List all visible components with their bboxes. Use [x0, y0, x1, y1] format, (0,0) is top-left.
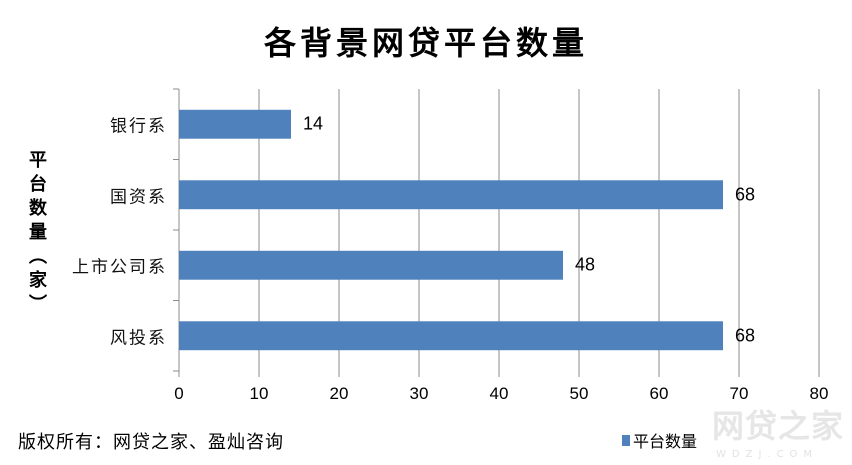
data-label: 48 — [575, 254, 596, 275]
legend: 平台数量 — [622, 428, 697, 452]
bar — [179, 109, 291, 139]
x-tick-label: 0 — [174, 384, 184, 403]
x-tick-label: 70 — [729, 384, 749, 403]
category-label: 银行系 — [110, 116, 167, 137]
y-axis-label: 平台数量（家） — [26, 150, 47, 318]
x-tick-label: 40 — [489, 384, 509, 403]
x-tick-label: 10 — [249, 384, 269, 403]
category-label: 风投系 — [110, 328, 167, 349]
data-label: 14 — [303, 113, 324, 134]
category-label: 国资系 — [110, 187, 167, 208]
watermark-logo: 网贷之家 — [712, 407, 845, 445]
bar — [179, 180, 723, 210]
x-tick-label: 30 — [409, 384, 429, 403]
bar — [179, 250, 563, 280]
legend-label: 平台数量 — [633, 432, 698, 451]
x-tick-label: 80 — [809, 384, 829, 403]
x-tick-label: 60 — [649, 384, 669, 403]
x-tick-label: 50 — [569, 384, 589, 403]
data-label: 68 — [735, 325, 756, 346]
legend-swatch — [622, 434, 630, 446]
chart-title: 各背景网贷平台数量 — [263, 24, 588, 62]
x-tick-label: 20 — [329, 384, 349, 403]
watermark-sub: WDZJ.COM — [716, 449, 819, 460]
category-label: 上市公司系 — [72, 257, 167, 278]
bar — [179, 321, 723, 351]
data-label: 68 — [735, 184, 756, 205]
copyright-text: 版权所有：网贷之家、盈灿咨询 — [18, 432, 284, 453]
